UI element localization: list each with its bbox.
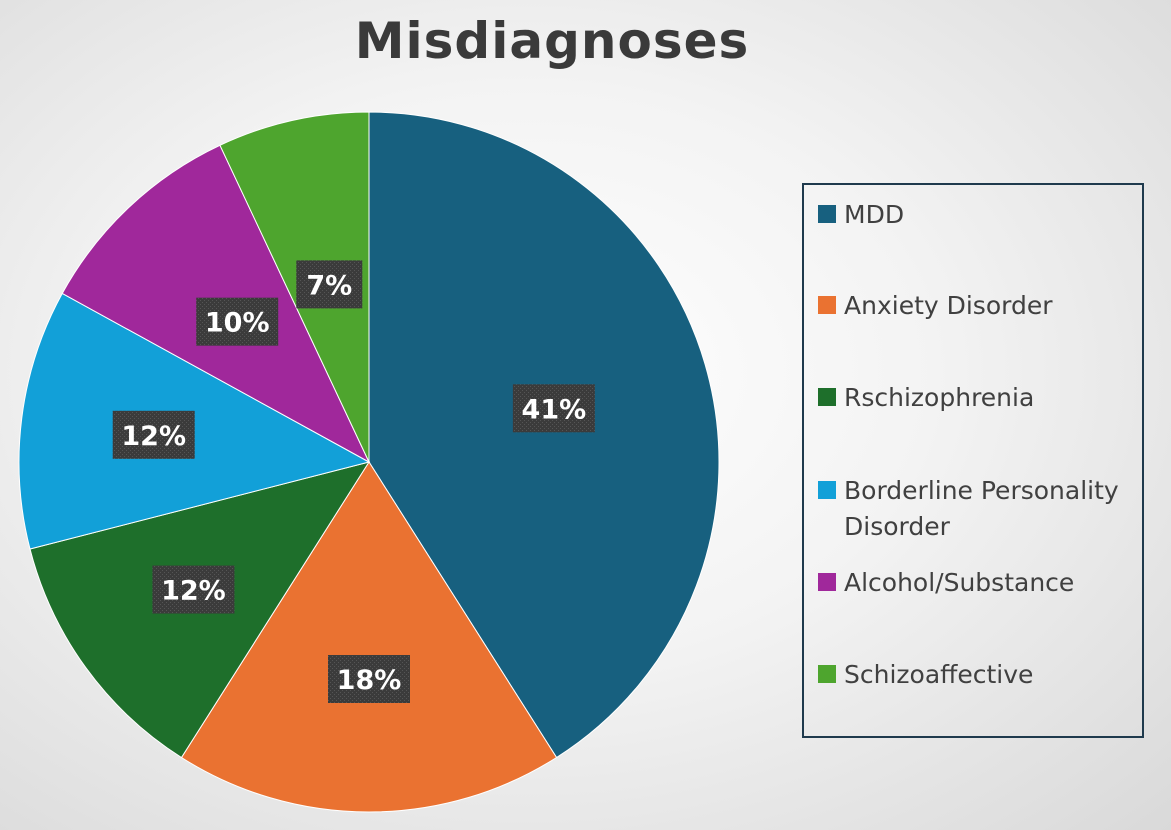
legend-label: Schizoaffective (844, 660, 1034, 689)
legend: MDD Anxiety Disorder Rschizophrenia Borderl… (802, 183, 1144, 738)
legend-swatch (818, 573, 836, 591)
data-label: 12% (112, 410, 195, 459)
data-label: 18% (328, 655, 410, 703)
data-label-box (152, 565, 235, 614)
data-label-box (112, 410, 195, 459)
data-label: 7% (296, 260, 363, 309)
legend-label: Borderline Personality Disorder (844, 476, 1119, 541)
legend-item: Alcohol/Substance (818, 565, 1148, 601)
data-label-text: 12% (121, 421, 186, 452)
data-label: 41% (512, 384, 595, 433)
data-label-box (512, 384, 595, 433)
legend-item: MDD (818, 197, 1148, 233)
data-label-text: 10% (205, 308, 270, 339)
legend-swatch (818, 665, 836, 683)
legend-label: Alcohol/Substance (844, 568, 1075, 597)
data-label-text: 12% (161, 576, 226, 607)
data-label-text: 7% (306, 270, 352, 301)
data-label-box (328, 655, 410, 703)
pie-slice-anxiety-disorder (180, 461, 558, 813)
data-label: 10% (196, 297, 279, 346)
data-label-box (196, 297, 279, 346)
legend-label: Anxiety Disorder (844, 291, 1053, 320)
pie-slice-mdd (368, 111, 720, 759)
legend-label: MDD (844, 200, 905, 229)
legend-label: Rschizophrenia (844, 383, 1035, 412)
legend-item: Rschizophrenia (818, 380, 1148, 416)
pie-slice-schizoaffective (219, 111, 370, 463)
data-label: 12% (152, 565, 235, 614)
legend-item: Schizoaffective (818, 657, 1148, 693)
legend-swatch (818, 388, 836, 406)
legend-item: Borderline Personality Disorder (818, 473, 1148, 545)
legend-swatch (818, 205, 836, 223)
chart-title: Misdiagnoses (354, 12, 750, 70)
legend-swatch (818, 296, 836, 314)
legend-item: Anxiety Disorder (818, 288, 1148, 324)
data-label-text: 18% (337, 665, 402, 696)
legend-swatch (818, 481, 836, 499)
data-label-box (296, 260, 363, 309)
data-label-text: 41% (522, 394, 587, 425)
